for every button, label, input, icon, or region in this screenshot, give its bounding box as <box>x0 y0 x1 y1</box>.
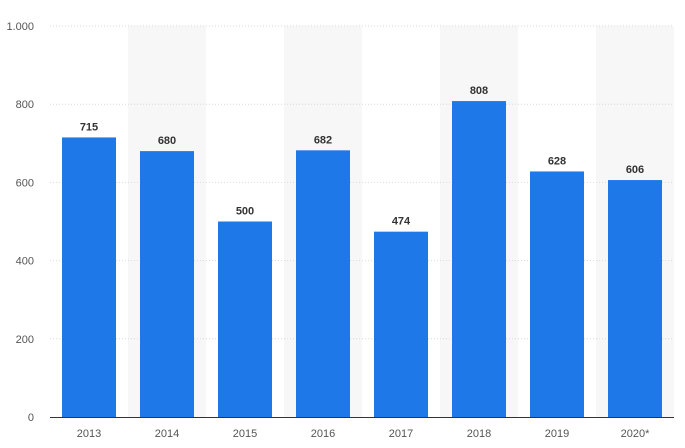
x-tick-label: 2020* <box>621 428 650 440</box>
bar-value-label: 606 <box>626 164 644 176</box>
bar-value-label: 715 <box>80 121 98 133</box>
bar <box>62 137 116 417</box>
bar-value-label: 474 <box>392 216 411 228</box>
bar-value-label: 808 <box>470 85 488 97</box>
x-tick-label: 2013 <box>77 428 101 440</box>
x-tick-label: 2017 <box>389 428 413 440</box>
bar-value-label: 628 <box>548 155 566 167</box>
y-tick-label: 200 <box>16 334 34 346</box>
y-tick-label: 800 <box>16 99 34 111</box>
bar <box>140 151 194 417</box>
bar <box>296 150 350 417</box>
x-tick-label: 2016 <box>311 428 335 440</box>
y-tick-label: 600 <box>16 177 34 189</box>
bar-value-label: 680 <box>158 135 176 147</box>
x-tick-label: 2019 <box>545 428 569 440</box>
x-tick-label: 2018 <box>467 428 491 440</box>
bar-value-label: 682 <box>314 134 332 146</box>
bar <box>218 221 272 417</box>
bar <box>608 180 662 417</box>
x-tick-label: 2014 <box>155 428 179 440</box>
bar-value-label: 500 <box>236 206 254 218</box>
bar <box>452 101 506 418</box>
bars <box>62 101 662 418</box>
x-tick-labels: 2013 2014 2015 2016 2017 2018 2019 2020* <box>77 428 650 440</box>
bar <box>374 231 428 417</box>
y-tick-label: 0 <box>28 412 34 424</box>
value-labels: 715 680 500 682 474 808 628 606 <box>80 85 644 228</box>
x-tick-label: 2015 <box>233 428 257 440</box>
bar <box>530 171 584 417</box>
y-tick-labels: 0 200 400 600 800 1.000 <box>6 21 34 424</box>
y-tick-label: 1.000 <box>6 21 34 33</box>
y-tick-label: 400 <box>16 256 34 268</box>
